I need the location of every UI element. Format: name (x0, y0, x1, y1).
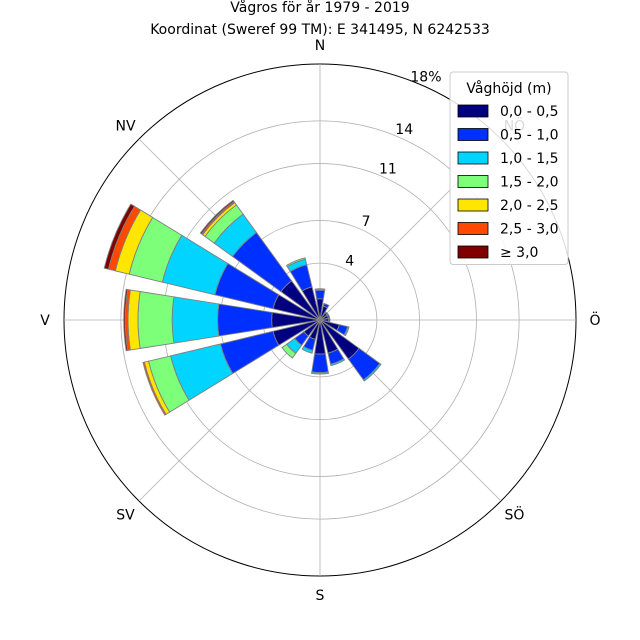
rose-bar-segment (314, 289, 326, 300)
radial-tick-label: 11 (379, 161, 397, 177)
rose-bar-segment (127, 289, 141, 351)
rose-bar-segment (171, 296, 220, 344)
rose-bar-segment (285, 257, 306, 268)
rose-bars (103, 199, 382, 416)
radial-tick-label: 18% (410, 69, 441, 85)
rose-bar-segment (103, 203, 136, 270)
radial-tick-label: 14 (395, 122, 413, 138)
compass-label: V (40, 313, 50, 329)
rose-bar-segment (343, 326, 350, 337)
rose-bar-segment (362, 362, 382, 382)
legend-swatch (457, 175, 489, 188)
compass-label: SÖ (505, 505, 525, 523)
rose-bar-segment (326, 314, 331, 319)
legend-swatch (457, 104, 489, 118)
chart-title: Vågros för år 1979 - 2019 (230, 0, 409, 16)
legend-label: 0,0 - 0,5 (500, 104, 558, 120)
compass-label: Ö (589, 311, 600, 329)
legend-box (449, 71, 569, 265)
rose-bar-segment (311, 371, 329, 375)
rose-bar-segment (199, 199, 235, 235)
rose-bar-segment (324, 311, 329, 316)
rose-bar-segment (142, 361, 167, 416)
rose-bar-segment (322, 302, 330, 309)
compass-label: SV (116, 507, 135, 523)
legend-swatch (457, 128, 489, 141)
radial-tick-label: 4 (345, 253, 354, 269)
rose-bar-segment (314, 288, 326, 292)
rose-bar-segment (327, 317, 331, 323)
rose-bar-segment (330, 358, 346, 367)
legend-swatch (457, 198, 489, 212)
legend-label: 2,5 - 3,0 (500, 222, 558, 238)
rose-bar-segment (123, 288, 129, 352)
legend-label: 2,0 - 2,5 (500, 198, 558, 214)
legend-label: 1,0 - 1,5 (500, 151, 558, 167)
compass-label: S (316, 588, 325, 604)
legend-swatch (457, 222, 489, 235)
legend-swatch (457, 151, 489, 165)
compass-label: NV (116, 119, 136, 135)
legend-swatch (457, 245, 489, 259)
rose-bar-segment (137, 291, 175, 349)
radial-tick-label: 7 (362, 214, 371, 230)
chart-subtitle: Koordinat (Sweref 99 TM): E 341495, N 62… (150, 22, 490, 38)
rose-bar-segment (281, 343, 297, 359)
legend-label: 0,5 - 1,0 (500, 128, 558, 144)
compass-label: N (315, 38, 325, 54)
rose-bar-segment (301, 346, 314, 354)
rose-bar-segment (311, 353, 329, 374)
legend-label: ≥ 3,0 (500, 245, 538, 261)
legend-title: Våghöjd (m) (466, 80, 551, 97)
legend: Våghöjd (m) 0,0 - 0,5 0,5 - 1,0 1,0 - 1,5 1,… (449, 71, 569, 265)
legend-label: 1,5 - 2,0 (500, 175, 558, 191)
